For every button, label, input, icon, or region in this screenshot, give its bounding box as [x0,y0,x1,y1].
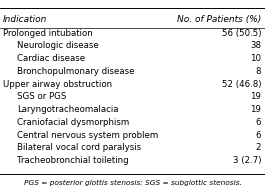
Text: Craniofacial dysmorphism: Craniofacial dysmorphism [17,118,130,127]
Text: Upper airway obstruction: Upper airway obstruction [3,80,112,89]
Text: 6: 6 [255,118,261,127]
Text: Tracheobronchial toileting: Tracheobronchial toileting [17,156,129,165]
Text: Central nervous system problem: Central nervous system problem [17,131,158,140]
Text: 8: 8 [255,67,261,76]
Text: Prolonged intubation: Prolonged intubation [3,29,92,38]
Text: 6: 6 [255,131,261,140]
Text: 19: 19 [250,92,261,101]
Text: 56 (50.5): 56 (50.5) [222,29,261,38]
Text: 3 (2.7): 3 (2.7) [232,156,261,165]
Text: 2: 2 [255,143,261,152]
Text: Indication: Indication [3,15,47,25]
Text: Bronchopulmonary disease: Bronchopulmonary disease [17,67,135,76]
Text: 19: 19 [250,105,261,114]
Text: Bilateral vocal cord paralysis: Bilateral vocal cord paralysis [17,143,141,152]
Text: Laryngotracheomalacia: Laryngotracheomalacia [17,105,119,114]
Text: Neurologic disease: Neurologic disease [17,41,99,51]
Text: 38: 38 [250,41,261,51]
Text: 10: 10 [250,54,261,63]
Text: SGS or PGS: SGS or PGS [17,92,67,101]
Text: PGS = posterior glottis stenosis; SGS = subglottic stenosis.: PGS = posterior glottis stenosis; SGS = … [24,180,241,186]
Text: 52 (46.8): 52 (46.8) [222,80,261,89]
Text: Cardiac disease: Cardiac disease [17,54,85,63]
Text: No. of Patients (%): No. of Patients (%) [177,15,261,25]
